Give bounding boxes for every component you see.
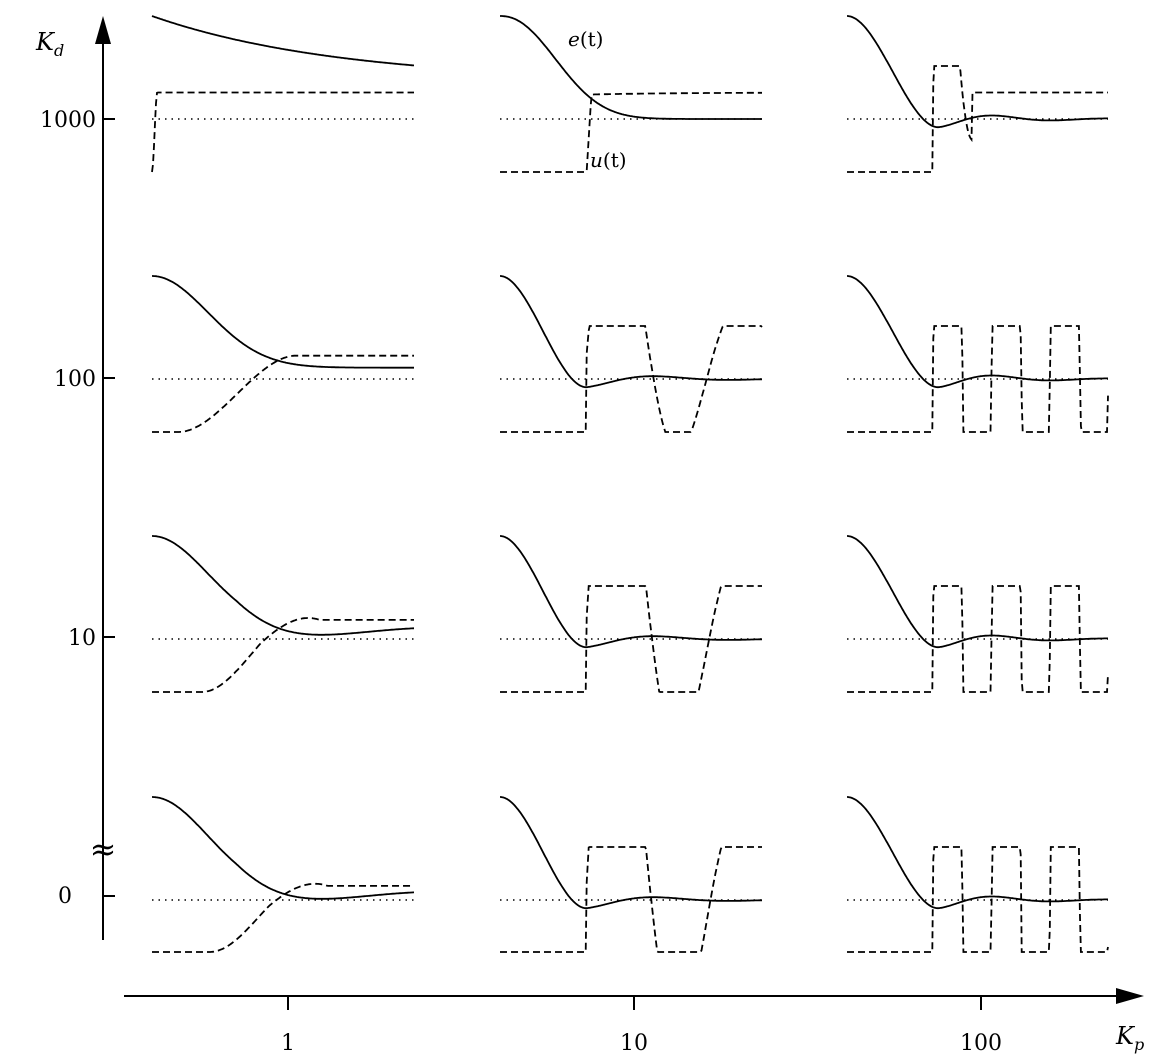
y-tick-label-0: 0	[58, 884, 72, 909]
y-axis-label-sub: d	[54, 41, 64, 60]
u-series-kp10-kd100	[500, 325, 763, 433]
y-axis-arrow	[95, 16, 111, 44]
u-series-kp1-kd100	[152, 354, 414, 433]
axes: 1000 100 10 0 1 10 100 ≈ Kd Kp e(t) u(t)	[35, 16, 1144, 1056]
e-series-kp10-kd10	[500, 535, 762, 649]
e-series-kp1-kd1000	[151, 15, 414, 67]
u-series-kp1-kd10	[152, 617, 414, 693]
e-series-kp1-kd0	[152, 796, 414, 900]
e-series-kp10-kd100	[500, 275, 762, 389]
u-series-kp100-kd1000	[847, 65, 1108, 173]
e-series-kp1-kd100	[152, 275, 414, 369]
e-series-kp10-kd1000	[500, 15, 762, 120]
e-series-kp100-kd100	[847, 275, 1108, 389]
e-annotation: e(t)	[568, 27, 604, 51]
y-axis-break-mark: ≈	[90, 830, 117, 868]
response-panels	[151, 15, 1109, 953]
e-series-kp1-kd10	[152, 535, 414, 636]
u-series-kp1-kd0	[152, 882, 414, 953]
x-axis-label: Kp	[1115, 1022, 1144, 1054]
u-series-kp1-kd1000	[151, 91, 414, 173]
e-series-kp100-kd0	[847, 796, 1108, 910]
u-series-kp10-kd0	[500, 846, 762, 953]
u-series-kp10-kd10	[500, 585, 762, 693]
u-series-kp10-kd1000	[500, 91, 762, 173]
u-series-kp100-kd0	[847, 846, 1109, 953]
x-axis-label-sub: p	[1134, 1035, 1144, 1054]
e-series-kp100-kd1000	[847, 15, 1108, 129]
x-axis-arrow	[1116, 988, 1144, 1004]
x-axis-label-main: K	[1115, 1022, 1136, 1050]
y-axis-label: Kd	[35, 28, 64, 60]
x-tick-label-100: 100	[960, 1031, 1002, 1056]
x-tick-label-10: 10	[620, 1031, 648, 1056]
y-tick-label-100: 100	[54, 367, 96, 392]
x-tick-label-1: 1	[281, 1031, 295, 1056]
y-tick-label-1000: 1000	[40, 108, 96, 133]
e-series-kp10-kd0	[500, 796, 762, 910]
e-series-kp100-kd10	[847, 535, 1108, 649]
y-tick-label-10: 10	[68, 626, 96, 651]
u-annotation: u(t)	[590, 148, 627, 172]
y-axis-label-main: K	[35, 28, 56, 56]
